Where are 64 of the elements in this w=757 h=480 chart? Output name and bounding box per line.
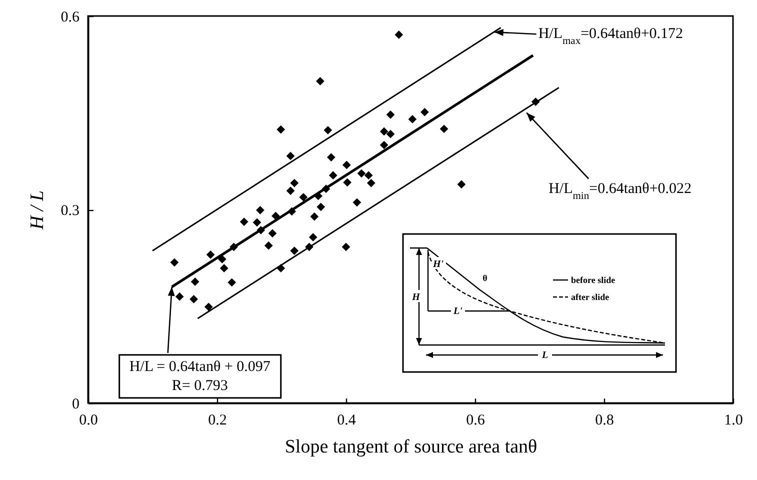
annotation: H/L = 0.64tanθ + 0.097 R= 0.793 bbox=[129, 358, 271, 394]
point bbox=[299, 193, 308, 202]
point bbox=[310, 212, 319, 221]
point bbox=[326, 153, 336, 162]
x-tick-label: 1.0 bbox=[724, 412, 743, 428]
point bbox=[324, 126, 332, 134]
point bbox=[316, 202, 326, 212]
point bbox=[220, 264, 228, 272]
annotation: before slide bbox=[571, 275, 616, 285]
point bbox=[276, 125, 286, 134]
point bbox=[457, 180, 466, 189]
point bbox=[328, 171, 338, 180]
x-tick-label: 0.6 bbox=[466, 412, 486, 428]
point bbox=[380, 127, 388, 136]
point bbox=[170, 258, 179, 267]
point bbox=[286, 186, 295, 195]
annotation: L bbox=[540, 350, 548, 361]
point bbox=[386, 110, 395, 119]
x-axis-title: Slope tangent of source area tanθ bbox=[284, 436, 538, 458]
point bbox=[316, 76, 324, 86]
point bbox=[204, 302, 213, 312]
x-tick-label: 0.4 bbox=[337, 412, 356, 428]
point bbox=[252, 218, 262, 227]
point bbox=[364, 171, 373, 180]
point bbox=[268, 229, 277, 238]
point bbox=[286, 152, 295, 160]
annotation: H bbox=[411, 292, 422, 303]
point bbox=[218, 254, 226, 264]
point bbox=[380, 140, 388, 150]
point bbox=[290, 246, 299, 255]
point bbox=[240, 218, 248, 226]
annotation: H/L$_{max}$=0.64tanθ+0.172 bbox=[538, 26, 684, 47]
point bbox=[420, 108, 429, 116]
point bbox=[386, 130, 395, 138]
x-tick-label: 0.0 bbox=[79, 412, 98, 428]
point bbox=[175, 292, 184, 301]
point bbox=[394, 30, 404, 39]
point bbox=[290, 178, 299, 188]
point bbox=[256, 206, 264, 214]
point bbox=[342, 160, 351, 170]
point bbox=[308, 233, 318, 242]
point bbox=[357, 169, 366, 178]
x-tick-label: 0.2 bbox=[208, 412, 227, 428]
annotation: after slide bbox=[571, 292, 610, 302]
point bbox=[408, 115, 417, 124]
y-axis-title: H / L bbox=[26, 190, 48, 231]
point bbox=[440, 124, 448, 134]
x-tick-label: 0.8 bbox=[595, 412, 614, 428]
point bbox=[228, 278, 236, 287]
point bbox=[190, 294, 198, 304]
point bbox=[343, 178, 352, 187]
point bbox=[264, 241, 273, 250]
point bbox=[352, 198, 362, 207]
point bbox=[366, 178, 376, 188]
annotation: L' bbox=[452, 306, 463, 317]
point bbox=[342, 242, 350, 252]
y-tick-label: 0 bbox=[72, 396, 80, 412]
point bbox=[206, 250, 215, 259]
y-tick-label: 0.6 bbox=[60, 10, 80, 26]
annotation: θ bbox=[482, 273, 488, 283]
annotation: H' bbox=[432, 259, 444, 270]
point bbox=[190, 278, 200, 286]
annotation: H/L$_{min}$=0.64tanθ+0.022 bbox=[548, 180, 692, 202]
y-tick-label: 0.3 bbox=[60, 203, 80, 219]
